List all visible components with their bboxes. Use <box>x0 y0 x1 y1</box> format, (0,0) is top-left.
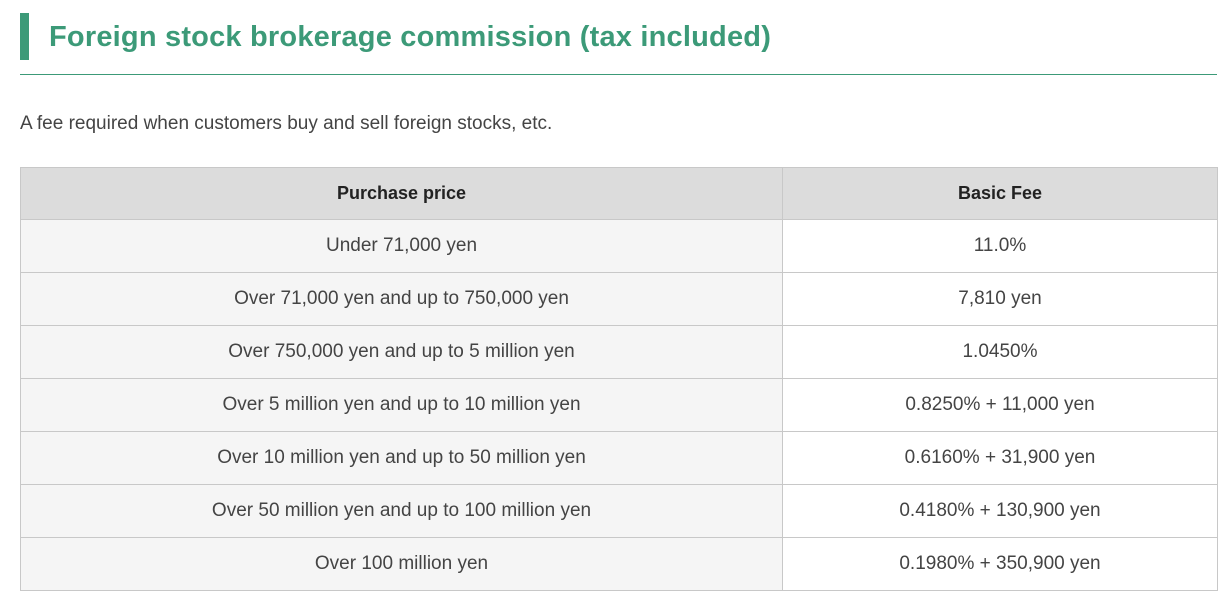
table-row: Under 71,000 yen 11.0% <box>20 219 1218 273</box>
section-heading: Foreign stock brokerage commission (tax … <box>20 13 1217 75</box>
table-row: Over 750,000 yen and up to 5 million yen… <box>20 325 1218 379</box>
table-row: Over 5 million yen and up to 10 million … <box>20 378 1218 432</box>
table-row: Over 50 million yen and up to 100 millio… <box>20 484 1218 538</box>
commission-table: Purchase price Basic Fee Under 71,000 ye… <box>20 167 1218 591</box>
purchase-price-cell: Over 71,000 yen and up to 750,000 yen <box>20 272 783 326</box>
basic-fee-cell: 0.8250% + 11,000 yen <box>782 378 1218 432</box>
basic-fee-cell: 0.4180% + 130,900 yen <box>782 484 1218 538</box>
purchase-price-cell: Over 10 million yen and up to 50 million… <box>20 431 783 485</box>
table-row: Over 100 million yen 0.1980% + 350,900 y… <box>20 537 1218 591</box>
table-row: Over 10 million yen and up to 50 million… <box>20 431 1218 485</box>
basic-fee-header: Basic Fee <box>782 167 1218 220</box>
intro-text: A fee required when customers buy and se… <box>20 113 553 134</box>
heading-accent-bar <box>20 13 29 60</box>
basic-fee-cell: 0.1980% + 350,900 yen <box>782 537 1218 591</box>
basic-fee-cell: 11.0% <box>782 219 1218 273</box>
purchase-price-cell: Over 50 million yen and up to 100 millio… <box>20 484 783 538</box>
purchase-price-header: Purchase price <box>20 167 783 220</box>
table-header-row: Purchase price Basic Fee <box>20 167 1218 220</box>
page-title: Foreign stock brokerage commission (tax … <box>49 21 772 53</box>
basic-fee-cell: 0.6160% + 31,900 yen <box>782 431 1218 485</box>
purchase-price-cell: Over 100 million yen <box>20 537 783 591</box>
table-row: Over 71,000 yen and up to 750,000 yen 7,… <box>20 272 1218 326</box>
purchase-price-cell: Under 71,000 yen <box>20 219 783 273</box>
purchase-price-cell: Over 5 million yen and up to 10 million … <box>20 378 783 432</box>
basic-fee-cell: 1.0450% <box>782 325 1218 379</box>
basic-fee-cell: 7,810 yen <box>782 272 1218 326</box>
purchase-price-cell: Over 750,000 yen and up to 5 million yen <box>20 325 783 379</box>
